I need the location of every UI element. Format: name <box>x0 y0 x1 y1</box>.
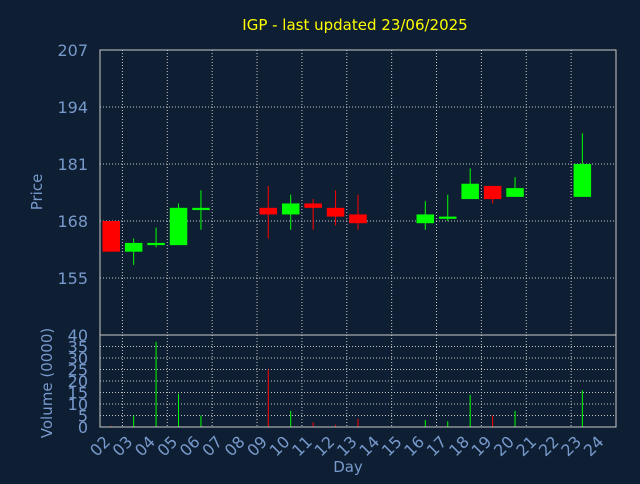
candle-body <box>483 185 502 200</box>
volume-grid <box>100 334 616 428</box>
volume-tick-label: 30 <box>68 349 88 368</box>
price-tick-label: 207 <box>57 41 88 60</box>
volume-tick-label: 40 <box>68 326 88 345</box>
day-tick-labels: 0203040506070809101112131415161718192021… <box>86 432 607 460</box>
volume-axis-label: Volume (0000) <box>38 328 56 438</box>
candle-body <box>506 188 524 197</box>
price-axis-label: Price <box>28 174 46 211</box>
day-axis-label: Day <box>333 458 363 476</box>
volume-tick-label: 20 <box>68 372 88 391</box>
price-plot-frame <box>99 49 617 336</box>
price-tick-label: 155 <box>57 269 88 288</box>
volume-bars <box>110 341 583 427</box>
candle-body <box>326 207 345 217</box>
candlesticks <box>102 133 592 265</box>
volume-tick-label: 0 <box>78 418 88 437</box>
candle-body <box>304 203 322 208</box>
candle-body <box>147 242 165 246</box>
candle-body <box>259 207 278 215</box>
volume-tick-label: 35 <box>68 338 88 357</box>
price-tick-label: 168 <box>57 212 88 231</box>
volume-plot-frame <box>99 334 617 428</box>
price-tick-labels: 155 168 181 194 207 <box>57 41 88 288</box>
candle-body <box>124 242 143 252</box>
candle-body <box>461 183 479 200</box>
volume-tick-label: 15 <box>68 384 88 403</box>
candle-body <box>169 207 188 246</box>
volume-tick-label: 10 <box>68 395 88 414</box>
plot-frames <box>99 49 617 428</box>
chart-title: IGP - last updated 23/06/2025 <box>242 16 467 34</box>
day-tick-label: 24 <box>580 432 608 460</box>
candle-body <box>573 164 592 197</box>
candle-body <box>349 214 367 224</box>
candle-body <box>416 214 435 224</box>
candle-body <box>102 221 120 252</box>
volume-tick-label: 25 <box>68 361 88 380</box>
price-grid <box>100 49 616 335</box>
candle-body <box>281 203 300 215</box>
candle-body <box>438 216 457 219</box>
volume-tick-label: 5 <box>78 407 88 426</box>
candle-body <box>192 207 210 211</box>
price-tick-label: 181 <box>57 155 88 174</box>
price-tick-label: 194 <box>57 98 88 117</box>
